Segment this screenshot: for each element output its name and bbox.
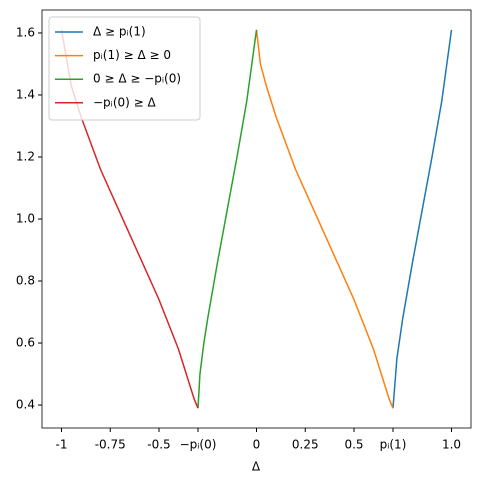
y-tick-label: 1.0 xyxy=(16,212,35,226)
x-tick-label: pᵢ(1) xyxy=(380,438,407,452)
y-tick-label: 0.4 xyxy=(16,398,35,412)
line xyxy=(255,29,394,409)
y-tick-label: 1.2 xyxy=(16,149,35,163)
legend-label: −pᵢ(0) ≥ Δ xyxy=(93,95,156,109)
legend-label: pᵢ(1) ≥ Δ ≥ 0 xyxy=(93,48,171,62)
line xyxy=(392,29,453,409)
x-tick-label: -0.5 xyxy=(147,438,170,452)
y-tick-label: 1.6 xyxy=(16,25,35,39)
x-tick-label: −pᵢ(0) xyxy=(180,438,217,452)
x-tick-label: 0.25 xyxy=(292,438,319,452)
plot-frame xyxy=(41,9,472,429)
legend-box xyxy=(48,16,201,121)
y-tick-label: 0.8 xyxy=(16,274,35,288)
x-tick-label: 0.5 xyxy=(344,438,363,452)
x-axis-label: Δ xyxy=(252,460,261,474)
y-tick-label: 1.4 xyxy=(16,87,35,101)
legend-label: Δ ≥ pᵢ(1) xyxy=(93,25,146,39)
y-tick-label: 0.6 xyxy=(16,336,35,350)
legend-label: 0 ≥ Δ ≥ −pᵢ(0) xyxy=(93,72,181,86)
x-tick-label: -0.75 xyxy=(95,438,126,452)
line xyxy=(197,29,258,409)
x-tick-label: 0 xyxy=(253,438,261,452)
x-tick-label: -1 xyxy=(56,438,68,452)
x-tick-label: 1.0 xyxy=(442,438,461,452)
